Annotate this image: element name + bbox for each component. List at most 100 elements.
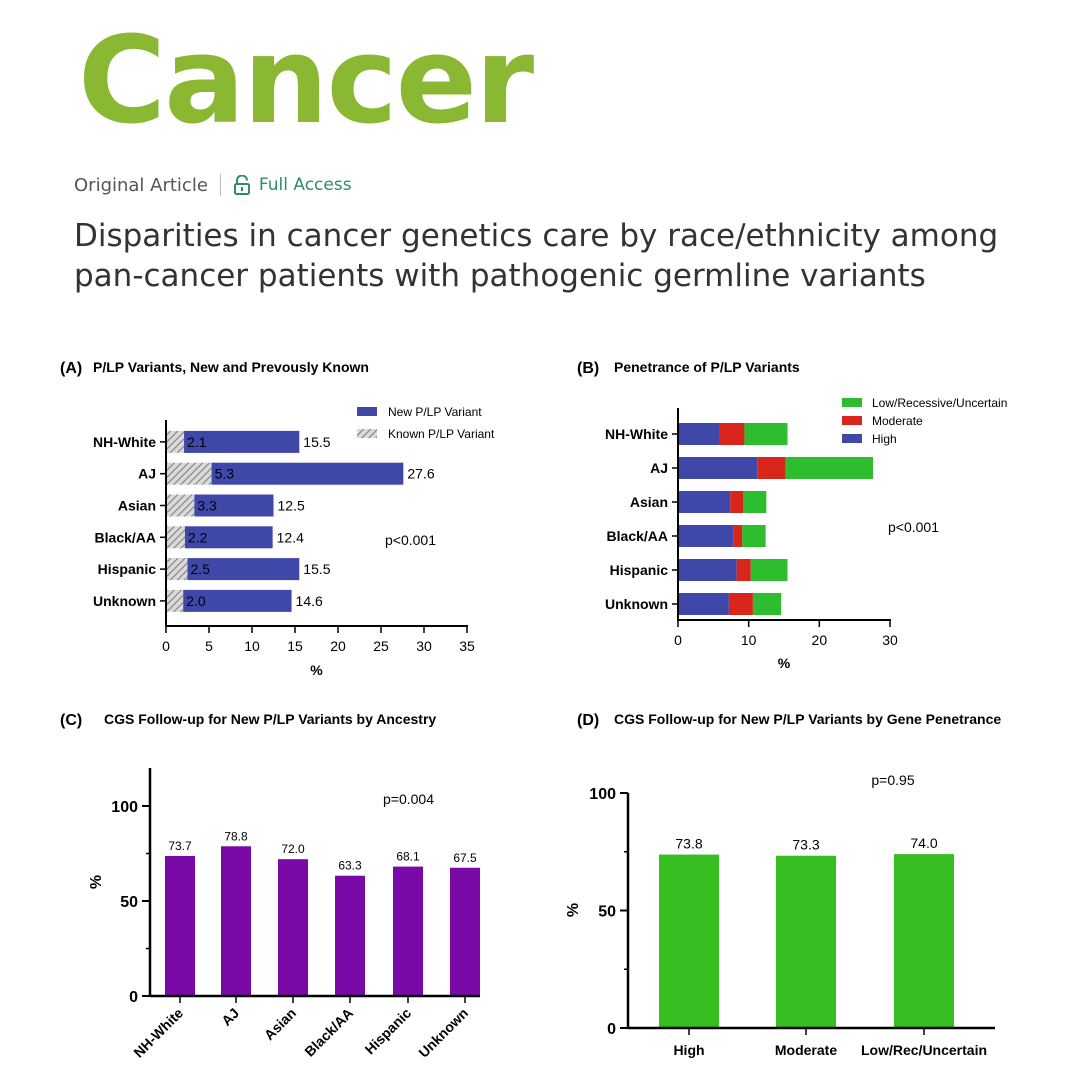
panel-a-known-value-label: 2.2 — [188, 529, 208, 545]
panel-c-bar — [393, 866, 423, 996]
panel-a-x-tick-label: 15 — [287, 638, 303, 654]
panel-d-value-label: 73.3 — [792, 837, 819, 853]
panel-d-category-label: Moderate — [775, 1042, 837, 1058]
panel-d-label: (D) — [577, 712, 599, 729]
panel-b-x-tick-label: 20 — [812, 632, 828, 648]
panel-c-bar — [278, 859, 308, 996]
panel-c-value-label: 63.3 — [338, 859, 362, 873]
panel-a-known-value-label: 2.1 — [187, 434, 207, 450]
panel-c-category-label: Unknown — [415, 1005, 471, 1061]
article-title[interactable]: Disparities in cancer genetics care by r… — [74, 218, 999, 294]
panel-c-title: CGS Follow-up for New P/LP Variants by A… — [104, 711, 436, 727]
panel-a-x-tick-label: 10 — [244, 638, 260, 654]
panel-c-y-tick-label: 0 — [129, 989, 138, 1006]
panel-c-y-tick-label: 50 — [120, 894, 138, 911]
panel-d-category-label: Low/Rec/Uncertain — [861, 1042, 987, 1058]
panel-a-total-value-label: 12.4 — [277, 529, 304, 545]
panel-a-x-tick-label: 0 — [162, 638, 170, 654]
panel-b-low-bar — [785, 457, 874, 479]
access-badge[interactable]: Full Access — [233, 175, 352, 195]
panel-b-p-value: p<0.001 — [888, 519, 939, 535]
panel-c-category-label: AJ — [218, 1005, 242, 1029]
panel-a-total-value-label: 14.6 — [296, 593, 323, 609]
meta-divider — [219, 174, 221, 196]
panel-b-x-tick-label: 0 — [674, 632, 682, 648]
panel-b-moderate-bar — [730, 491, 744, 513]
panel-c-y-tick-label: 100 — [111, 799, 138, 816]
panel-b-legend-low-label: Low/Recessive/Uncertain — [872, 396, 1007, 410]
panel-c-bar — [335, 875, 365, 996]
access-label: Full Access — [258, 175, 352, 195]
panel-a-x-tick-label: 35 — [459, 638, 475, 654]
panel-b-low-bar — [742, 525, 766, 547]
panel-a-known-value-label: 5.3 — [215, 466, 235, 482]
panel-b-category-label: AJ — [650, 460, 668, 476]
panel-b-high-bar — [678, 491, 731, 513]
panel-a-category-label: Asian — [118, 498, 156, 514]
panel-c-value-label: 78.8 — [224, 829, 248, 843]
panel-d-value-label: 74.0 — [910, 835, 937, 851]
panel-a-known-bar — [166, 462, 212, 485]
panel-a-known-bar — [166, 494, 195, 517]
panel-b-low-bar — [750, 559, 788, 581]
panel-b-moderate-bar — [736, 559, 751, 581]
panel-c-value-label: 67.5 — [453, 851, 477, 865]
panel-a-legend-label-known: Known P/LP Variant — [388, 427, 495, 441]
panel-c-category-label: Asian — [261, 1005, 299, 1043]
panel-a-total-value-label: 12.5 — [278, 498, 305, 514]
panel-d-p-value: p=0.95 — [871, 772, 914, 788]
panel-b-low-bar — [744, 423, 788, 445]
panel-b-x-tick-label: 30 — [882, 632, 898, 648]
panel-a-new-bar — [187, 558, 300, 581]
panel-c-y-axis-label: % — [88, 875, 105, 889]
panel-b-x-tick-label: 10 — [741, 632, 757, 648]
panel-b-moderate-bar — [733, 525, 743, 547]
panel-a-new-bar — [183, 589, 292, 612]
panel-a-category-label: Unknown — [93, 593, 156, 609]
panel-b-high-bar — [678, 559, 737, 581]
panel-a-total-value-label: 15.5 — [303, 434, 330, 450]
panel-c-label: (C) — [60, 712, 82, 729]
article-meta: Original Article Full Access — [74, 174, 352, 196]
panel-b-legend-low-swatch — [842, 398, 862, 407]
panel-c-p-value: p=0.004 — [383, 791, 434, 807]
panel-a-x-tick-label: 25 — [373, 638, 389, 654]
panel-a-known-bar — [166, 430, 185, 453]
panel-b-low-bar — [743, 491, 767, 513]
panel-b-legend-moderate-label: Moderate — [872, 414, 923, 428]
panel-a-legend-swatch-new — [357, 407, 377, 416]
lock-open-icon — [233, 175, 250, 195]
panel-a-x-tick-label: 20 — [330, 638, 346, 654]
panel-c-category-label: Hispanic — [362, 1005, 415, 1058]
panel-c-value-label: 68.1 — [396, 850, 420, 864]
panel-a-known-bar — [166, 526, 185, 549]
panel-a-known-bar — [166, 558, 188, 581]
panel-d-y-tick-label: 100 — [589, 786, 616, 803]
panel-c-category-label: Black/AA — [301, 1005, 356, 1060]
panel-d-bar — [894, 854, 954, 1028]
panel-b-moderate-bar — [757, 457, 786, 479]
panel-d-bar — [659, 854, 719, 1028]
panel-b-x-axis-label: % — [778, 655, 791, 671]
panel-a-new-bar — [184, 430, 300, 453]
panel-c-bar — [221, 846, 251, 996]
article-type: Original Article — [74, 174, 208, 196]
panel-d-category-label: High — [673, 1042, 704, 1058]
panel-c-value-label: 72.0 — [281, 842, 305, 856]
panel-a-category-label: Hispanic — [98, 561, 157, 577]
panel-b-category-label: Black/AA — [607, 528, 668, 544]
panel-d-title: CGS Follow-up for New P/LP Variants by G… — [614, 711, 1001, 727]
panel-a-known-value-label: 2.5 — [191, 561, 211, 577]
panel-a-new-bar — [184, 526, 273, 549]
journal-logo: Cancer — [78, 12, 534, 151]
panel-b-high-bar — [678, 593, 729, 615]
panel-d-value-label: 73.8 — [675, 836, 702, 852]
panel-a-legend-label-new: New P/LP Variant — [388, 405, 482, 419]
panel-a-label: (A) — [60, 360, 82, 377]
panel-a-x-tick-label: 5 — [205, 638, 213, 654]
panel-a-category-label: Black/AA — [95, 529, 156, 545]
panel-b-category-label: Hispanic — [610, 562, 669, 578]
panel-c-bar — [450, 867, 480, 996]
panel-b-category-label: Unknown — [605, 596, 668, 612]
